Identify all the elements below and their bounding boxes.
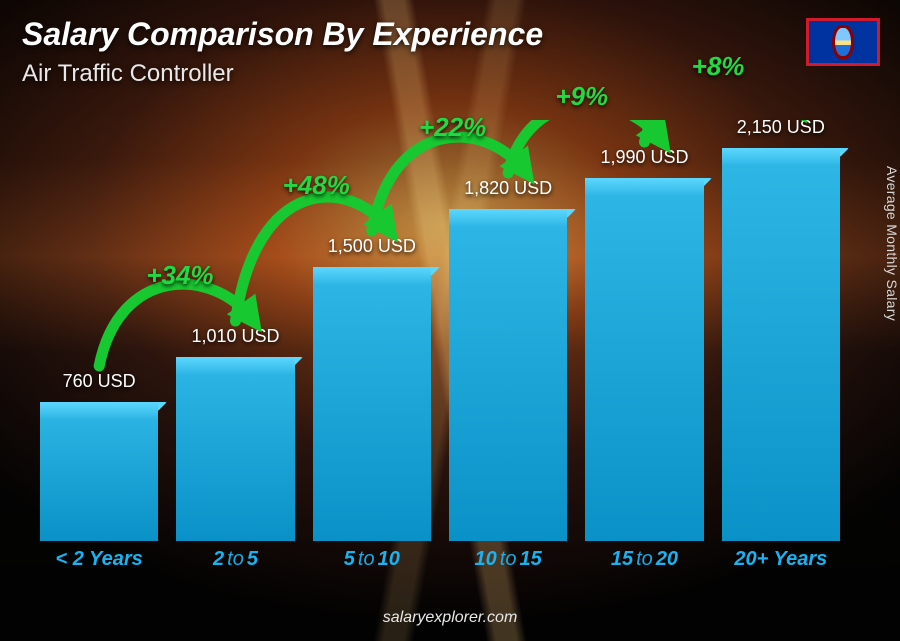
x-label-1: 2to5 [176,548,294,571]
flag-seal-icon [832,25,854,59]
bar-chart: 760 USD 1,010 USD 1,500 USD 1,820 USD 1,990 … [30,120,850,571]
bar-1: 1,010 USD [176,326,294,541]
x-label-2: 5to10 [313,548,431,571]
bar-shape [585,178,703,541]
bar-value-label: 1,500 USD [328,236,416,257]
x-axis-labels: < 2 Years 2to5 5to10 10to15 15to20 20+ Years [30,548,850,571]
bar-value-label: 2,150 USD [737,117,825,138]
flag-guam [806,18,880,66]
stage: Salary Comparison By Experience Air Traf… [0,0,900,641]
pct-label-4: +9% [555,81,608,112]
bar-shape [449,209,567,541]
bar-shape [40,402,158,541]
chart-title: Salary Comparison By Experience [22,16,543,53]
bar-4: 1,990 USD [585,147,703,541]
y-axis-label: Average Monthly Salary [884,166,900,321]
pct-label-3: +22% [419,112,486,143]
x-label-3: 10to15 [449,548,567,571]
bar-0: 760 USD [40,371,158,541]
pct-label-5: +8% [692,51,745,82]
bar-shape [313,267,431,541]
bars-container: 760 USD 1,010 USD 1,500 USD 1,820 USD 1,990 … [30,121,850,541]
bar-value-label: 1,010 USD [191,326,279,347]
bar-value-label: 1,990 USD [600,147,688,168]
bar-value-label: 760 USD [63,371,136,392]
footer-attribution: salaryexplorer.com [0,609,900,627]
bar-shape [176,357,294,541]
bar-3: 1,820 USD [449,178,567,541]
pct-label-1: +34% [146,260,213,291]
x-label-4: 15to20 [585,548,703,571]
bar-shape [722,148,840,541]
pct-label-2: +48% [283,170,350,201]
x-label-0: < 2 Years [40,548,158,571]
bar-5: 2,150 USD [722,117,840,541]
bar-value-label: 1,820 USD [464,178,552,199]
bar-2: 1,500 USD [313,236,431,541]
chart-subtitle: Air Traffic Controller [22,60,234,88]
x-label-5: 20+ Years [722,548,840,571]
